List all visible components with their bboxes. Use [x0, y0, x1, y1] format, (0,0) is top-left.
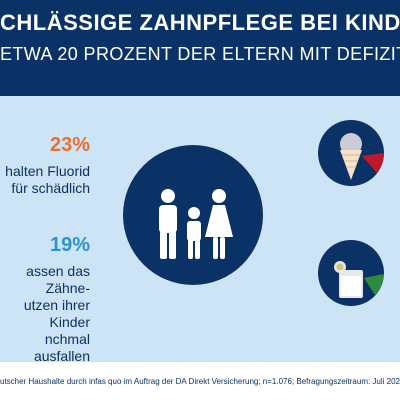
page-subtitle: ETWA 20 PROZENT DER ELTERN MIT DEFIZITEN: [0, 44, 400, 64]
page-title: CHLÄSSIGE ZAHNPFLEGE BEI KINDE: [0, 10, 400, 35]
family-circle: [123, 145, 263, 285]
stat-fluorid-value: 23%: [49, 134, 90, 156]
stat-fluorid-text: halten Fluorid für schädlich: [5, 163, 90, 196]
ice-cream-circle: [318, 120, 384, 186]
footer-note: utscher Haushalte durch infas quo im Auf…: [0, 362, 400, 400]
ice-cream-icon: [340, 133, 384, 180]
stat-fluorid: 23% halten Fluorid für schädlich: [5, 135, 90, 197]
stat-brushing: 19% assen das Zähne- utzen ihrer Kinder …: [0, 235, 90, 365]
family-icon: [159, 189, 233, 259]
lemonade-glass-icon: [334, 261, 384, 298]
stat-brushing-text: assen das Zähne- utzen ihrer Kinder nchm…: [23, 263, 90, 364]
header-banner: CHLÄSSIGE ZAHNPFLEGE BEI KINDE ETWA 20 P…: [0, 0, 400, 96]
stat-brushing-value: 19%: [49, 234, 90, 256]
footer-text: utscher Haushalte durch infas quo im Auf…: [0, 377, 400, 386]
lemonade-circle: [318, 240, 384, 306]
